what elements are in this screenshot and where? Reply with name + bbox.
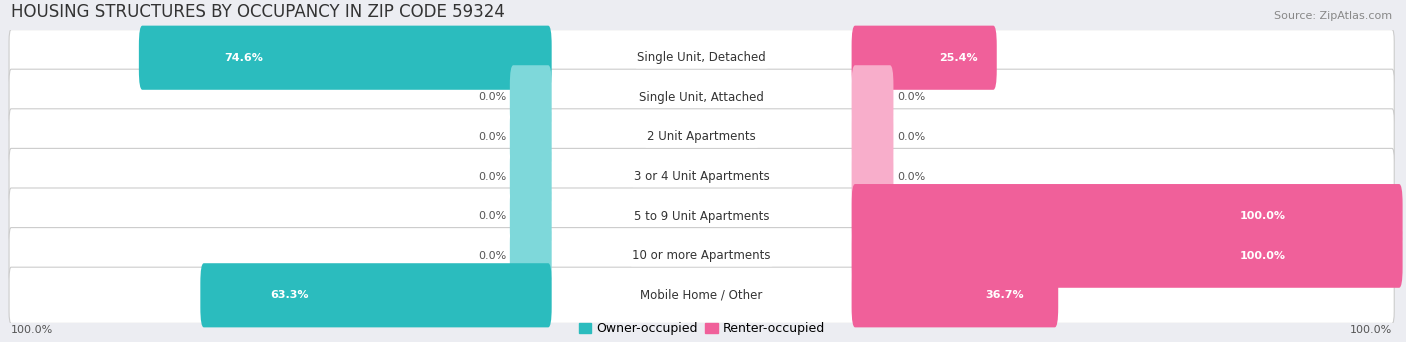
FancyBboxPatch shape	[510, 184, 551, 248]
Text: 10 or more Apartments: 10 or more Apartments	[633, 249, 770, 262]
Text: 0.0%: 0.0%	[897, 171, 925, 182]
Text: 3 or 4 Unit Apartments: 3 or 4 Unit Apartments	[634, 170, 769, 183]
FancyBboxPatch shape	[8, 188, 1395, 244]
Text: Mobile Home / Other: Mobile Home / Other	[641, 289, 763, 302]
Text: 2 Unit Apartments: 2 Unit Apartments	[647, 130, 756, 143]
FancyBboxPatch shape	[852, 105, 893, 169]
FancyBboxPatch shape	[8, 109, 1395, 165]
FancyBboxPatch shape	[8, 148, 1395, 205]
FancyBboxPatch shape	[139, 26, 551, 90]
FancyBboxPatch shape	[510, 224, 551, 288]
Text: Source: ZipAtlas.com: Source: ZipAtlas.com	[1274, 11, 1392, 21]
Legend: Owner-occupied, Renter-occupied: Owner-occupied, Renter-occupied	[574, 317, 830, 340]
Text: HOUSING STRUCTURES BY OCCUPANCY IN ZIP CODE 59324: HOUSING STRUCTURES BY OCCUPANCY IN ZIP C…	[11, 3, 505, 21]
FancyBboxPatch shape	[8, 30, 1395, 86]
Text: Single Unit, Detached: Single Unit, Detached	[637, 51, 766, 64]
FancyBboxPatch shape	[852, 184, 1403, 248]
FancyBboxPatch shape	[852, 65, 893, 129]
Text: 0.0%: 0.0%	[478, 171, 506, 182]
Text: 0.0%: 0.0%	[478, 132, 506, 142]
Text: Single Unit, Attached: Single Unit, Attached	[640, 91, 763, 104]
FancyBboxPatch shape	[510, 65, 551, 129]
FancyBboxPatch shape	[8, 69, 1395, 126]
FancyBboxPatch shape	[852, 26, 997, 90]
Text: 36.7%: 36.7%	[986, 290, 1024, 300]
FancyBboxPatch shape	[510, 105, 551, 169]
FancyBboxPatch shape	[8, 267, 1395, 324]
FancyBboxPatch shape	[200, 263, 551, 327]
Text: 0.0%: 0.0%	[897, 92, 925, 102]
FancyBboxPatch shape	[852, 263, 1059, 327]
Text: 100.0%: 100.0%	[1240, 251, 1286, 261]
Text: 25.4%: 25.4%	[939, 53, 979, 63]
FancyBboxPatch shape	[8, 227, 1395, 284]
FancyBboxPatch shape	[852, 144, 893, 209]
Text: 63.3%: 63.3%	[271, 290, 309, 300]
Text: 5 to 9 Unit Apartments: 5 to 9 Unit Apartments	[634, 210, 769, 223]
Text: 0.0%: 0.0%	[478, 92, 506, 102]
Text: 0.0%: 0.0%	[897, 132, 925, 142]
Text: 0.0%: 0.0%	[478, 251, 506, 261]
Text: 100.0%: 100.0%	[11, 325, 53, 335]
FancyBboxPatch shape	[510, 144, 551, 209]
FancyBboxPatch shape	[852, 224, 1403, 288]
Text: 0.0%: 0.0%	[478, 211, 506, 221]
Text: 100.0%: 100.0%	[1350, 325, 1392, 335]
Text: 100.0%: 100.0%	[1240, 211, 1286, 221]
Text: 74.6%: 74.6%	[225, 53, 263, 63]
